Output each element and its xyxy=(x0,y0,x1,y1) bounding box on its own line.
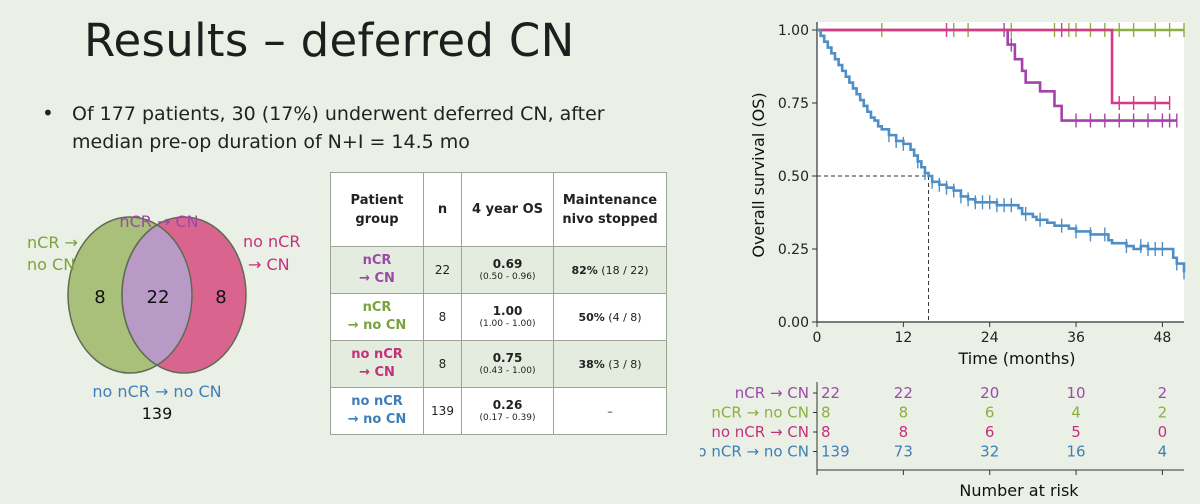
risk-value: 73 xyxy=(894,443,913,461)
risk-value: 6 xyxy=(985,404,995,422)
y-tick-label: 1.00 xyxy=(778,23,809,39)
x-tick-label: 36 xyxy=(1067,330,1085,346)
group-cell: no nCR → CN xyxy=(330,340,424,388)
x-tick-label: 24 xyxy=(981,330,999,346)
venn-label-no-ncr-no-cn: no nCR → no CN xyxy=(92,382,221,401)
x-tick-label: 0 xyxy=(813,330,822,346)
results-table: Patient group n 4 year OS Maintenance ni… xyxy=(330,172,667,435)
group-cell: no nCR → no CN xyxy=(330,387,424,435)
venn-label-no-ncr-cn-1: no nCR xyxy=(243,232,300,251)
risk-value: 2 xyxy=(1158,404,1168,422)
risk-value: 4 xyxy=(1158,443,1168,461)
venn-diagram: 8 22 8 nCR → no CN nCR → CN no nCR → CN … xyxy=(27,212,300,423)
y-tick-label: 0.25 xyxy=(778,242,809,258)
km-chart: 0.000.250.500.751.000 12 24 36 48 Time (mont… xyxy=(700,22,1186,500)
venn-overlap-count: 22 xyxy=(147,287,170,308)
x-tick-label: 12 xyxy=(894,330,912,346)
risk-value: 139 xyxy=(821,443,850,461)
risk-value: 8 xyxy=(899,423,909,441)
y-tick-label: 0.00 xyxy=(778,315,809,331)
header-n: n xyxy=(423,172,462,247)
slide-title: Results – deferred CN xyxy=(84,14,575,67)
n-cell: 139 xyxy=(423,387,462,435)
maint-cell: 82% (18 / 22) xyxy=(553,246,667,294)
venn-left-count: 8 xyxy=(94,287,105,308)
table-row: no nCR → no CN 139 0.26 (0.17 - 0.39) – xyxy=(330,387,667,435)
os-cell: 0.26 (0.17 - 0.39) xyxy=(461,387,554,435)
risk-value: 4 xyxy=(1071,404,1081,422)
maint-cell: 38% (3 / 8) xyxy=(553,340,667,388)
maint-cell: 50% (4 / 8) xyxy=(553,293,667,341)
risk-value: 10 xyxy=(1067,384,1086,402)
y-tick-label: 0.75 xyxy=(778,96,809,112)
venn-right-count: 8 xyxy=(215,287,226,308)
os-cell: 0.75 (0.43 - 1.00) xyxy=(461,340,554,388)
risk-row-label: no nCR → no CN xyxy=(700,443,809,461)
header-4yr-os: 4 year OS xyxy=(461,172,554,247)
header-maintenance: Maintenance nivo stopped xyxy=(553,172,667,247)
table-header-row: Patient group n 4 year OS Maintenance ni… xyxy=(330,172,667,247)
venn-label-ncr-no-cn-2: no CN xyxy=(27,255,75,274)
venn-label-ncr-cn: nCR → CN xyxy=(119,212,198,231)
header-patient-group: Patient group xyxy=(330,172,424,247)
table-row: nCR → CN 22 0.69 (0.50 - 0.96) 82% (18 / 2… xyxy=(330,246,667,294)
venn-label-ncr-no-cn-1: nCR → xyxy=(27,233,78,252)
x-axis-label: Time (months) xyxy=(958,349,1076,368)
summary-bullet: Of 177 patients, 30 (17%) underwent defe… xyxy=(72,103,605,153)
bullet-dot: • xyxy=(42,101,54,125)
n-cell: 8 xyxy=(423,293,462,341)
y-axis-label: Overall survival (OS) xyxy=(749,92,768,257)
risk-value: 8 xyxy=(899,404,909,422)
risk-value: 5 xyxy=(1071,423,1081,441)
os-cell: 0.69 (0.50 - 0.96) xyxy=(461,246,554,294)
risk-value: 20 xyxy=(980,384,999,402)
risk-value: 16 xyxy=(1067,443,1086,461)
n-cell: 22 xyxy=(423,246,462,294)
median-reference-lines xyxy=(817,175,930,322)
plot-background xyxy=(817,22,1184,322)
os-cell: 1.00 (1.00 - 1.00) xyxy=(461,293,554,341)
risk-table-title: Number at risk xyxy=(959,481,1079,500)
venn-bottom-count: 139 xyxy=(142,404,173,423)
group-cell: nCR → CN xyxy=(330,246,424,294)
risk-value: 8 xyxy=(821,423,831,441)
table-row: no nCR → CN 8 0.75 (0.43 - 1.00) 38% (3 / … xyxy=(330,340,667,388)
n-cell: 8 xyxy=(423,340,462,388)
risk-value: 22 xyxy=(894,384,913,402)
y-tick-label: 0.50 xyxy=(778,169,809,185)
risk-value: 32 xyxy=(980,443,999,461)
risk-value: 6 xyxy=(985,423,995,441)
km-series-group xyxy=(817,23,1186,280)
km-line-2 xyxy=(817,28,1170,105)
venn-label-no-ncr-cn-2: → CN xyxy=(248,255,290,274)
maint-cell: – xyxy=(553,387,667,435)
risk-value: 8 xyxy=(821,404,831,422)
risk-value: 22 xyxy=(821,384,840,402)
group-cell: nCR → no CN xyxy=(330,293,424,341)
risk-row-label: nCR → no CN xyxy=(711,404,809,422)
risk-value: 2 xyxy=(1158,384,1168,402)
km-axes: 0.00 0.25 0.50 0.75 1.00 0 12 24 36 48 xyxy=(778,22,1184,346)
venn-overlap xyxy=(121,223,193,367)
risk-value: 0 xyxy=(1158,423,1168,441)
table-row: nCR → no CN 8 1.00 (1.00 - 1.00) 50% (4 / … xyxy=(330,293,667,341)
risk-row-label: nCR → CN xyxy=(735,384,809,402)
risk-row-label: no nCR → CN xyxy=(711,423,809,441)
x-tick-label: 48 xyxy=(1153,330,1171,346)
